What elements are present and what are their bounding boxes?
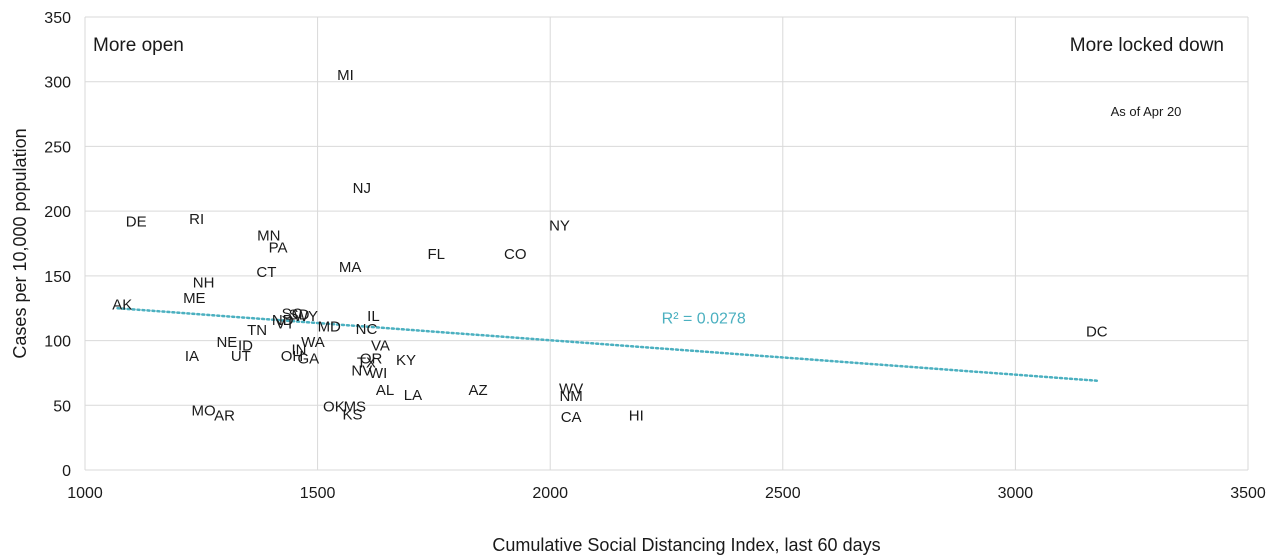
point-mi: MI — [337, 67, 354, 84]
point-nm: NM — [559, 388, 582, 405]
point-fl: FL — [427, 246, 445, 263]
y-tick-label: 300 — [44, 75, 71, 92]
point-ia: IA — [185, 348, 199, 365]
point-ok: OK — [323, 399, 345, 416]
x-tick-label: 1500 — [300, 485, 336, 502]
point-ma: MA — [339, 259, 362, 276]
point-sd: SD — [289, 307, 310, 324]
point-nj: NJ — [353, 180, 371, 197]
y-axis-title: Cases per 10,000 population — [10, 128, 30, 358]
point-il: IL — [367, 308, 380, 325]
point-wa: WA — [301, 334, 325, 351]
x-tick-label: 2500 — [765, 485, 801, 502]
point-ky: KY — [396, 352, 416, 369]
point-ri: RI — [189, 211, 204, 228]
point-ut: UT — [231, 348, 251, 365]
point-in: IN — [291, 342, 306, 359]
x-tick-label: 2000 — [532, 485, 568, 502]
x-tick-labels: 1000 1500 2000 2500 3000 3500 — [67, 485, 1266, 502]
y-tick-label: 150 — [44, 269, 71, 286]
point-wy: WY — [294, 308, 318, 325]
gridlines — [84, 16, 1249, 471]
point-co: CO — [504, 246, 527, 263]
point-tn: TN — [247, 322, 267, 339]
y-tick-label: 100 — [44, 334, 71, 351]
point-nh: NH — [193, 274, 215, 291]
point-vt: VT — [275, 316, 294, 333]
point-ca: CA — [561, 409, 582, 426]
point-ms: MS — [344, 399, 367, 416]
point-nc: NC — [356, 321, 378, 338]
point-ny: NY — [549, 217, 570, 234]
trendline — [116, 306, 1099, 382]
point-mo: MO — [192, 402, 216, 419]
point-az: AZ — [469, 382, 488, 399]
point-pa: PA — [269, 239, 288, 256]
y-tick-label: 50 — [53, 398, 71, 415]
y-tick-label: 350 — [44, 10, 71, 27]
point-sc: SC — [282, 305, 303, 322]
r-squared-label: R² = 0.0278 — [662, 311, 746, 328]
point-ne: NE — [216, 334, 237, 351]
point-ar: AR — [214, 408, 235, 425]
annotation-more-open: More open — [93, 35, 184, 56]
point-oh: OH — [281, 348, 304, 365]
point-nv: NV — [351, 362, 372, 379]
point-de: DE — [126, 213, 147, 230]
y-tick-label: 0 — [62, 463, 71, 480]
y-tick-label: 250 — [44, 139, 71, 156]
point-la: LA — [404, 387, 422, 404]
point-ak: AK — [112, 296, 132, 313]
x-tick-label: 3000 — [998, 485, 1034, 502]
point-or: OR — [360, 351, 383, 368]
point-tx: TX — [357, 355, 376, 372]
point-nd: ND — [272, 312, 294, 329]
point-al: AL — [376, 382, 394, 399]
annotation-more-locked-down: More locked down — [1070, 35, 1224, 56]
point-me: ME — [183, 290, 206, 307]
point-ks: KS — [342, 406, 362, 423]
x-tick-label: 3500 — [1230, 485, 1266, 502]
x-tick-label: 1000 — [67, 485, 103, 502]
point-ct: CT — [256, 264, 276, 281]
point-md: MD — [318, 318, 341, 335]
y-tick-label: 200 — [44, 204, 71, 221]
annotation-as-of: As of Apr 20 — [1111, 104, 1182, 119]
point-wi: WI — [369, 365, 387, 382]
point-va: VA — [371, 338, 390, 355]
point-wv: WV — [559, 380, 583, 397]
point-mn: MN — [257, 228, 280, 245]
point-id: ID — [238, 338, 253, 355]
y-tick-labels: 0 50 100 150 200 250 300 350 — [44, 10, 71, 480]
point-hi: HI — [629, 408, 644, 425]
x-axis-title: Cumulative Social Distancing Index, last… — [492, 535, 880, 555]
point-ga: GA — [297, 351, 319, 368]
point-dc: DC — [1086, 324, 1108, 341]
